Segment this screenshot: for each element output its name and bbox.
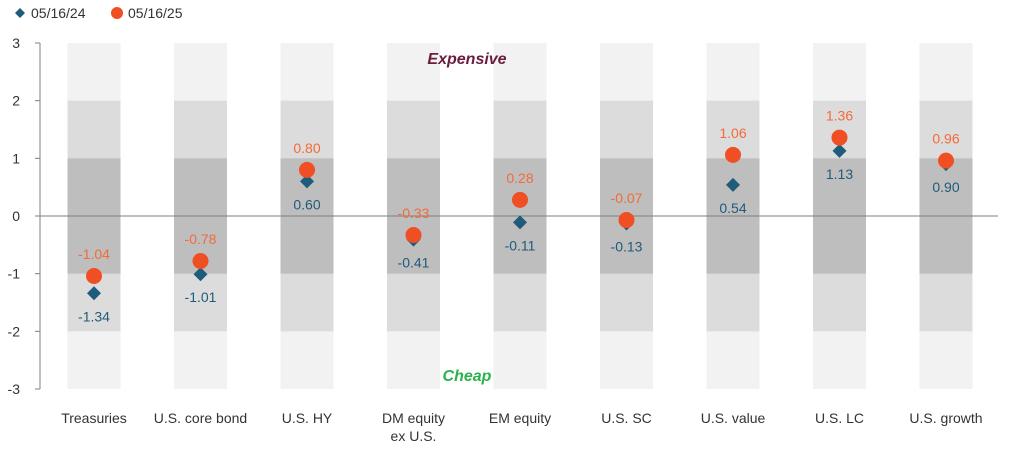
marker-2024 [87, 286, 101, 301]
data-label-2024: 1.13 [826, 166, 853, 182]
y-tick-label: 1 [12, 150, 20, 166]
y-tick-label: 3 [12, 35, 20, 51]
legend-label-2024: 05/16/24 [31, 5, 86, 21]
data-label-2024: 0.90 [932, 179, 959, 195]
marker-2024 [300, 174, 314, 189]
data-label-2024: 0.54 [719, 200, 746, 216]
x-category-label: U.S. HY [282, 410, 333, 426]
x-category-label: U.S. value [701, 410, 766, 426]
marker-2025 [192, 252, 209, 269]
data-label-2025: 1.06 [719, 125, 746, 141]
data-label-2025: -0.78 [185, 231, 217, 247]
x-category-label: U.S. LC [815, 410, 864, 426]
marker-2025 [618, 212, 635, 229]
data-label-2025: -1.04 [78, 246, 110, 262]
y-tick-label: 0 [12, 208, 20, 224]
data-label-2025: 0.28 [506, 170, 533, 186]
x-category-label: U.S. growth [909, 410, 982, 426]
data-label-2024: 0.60 [293, 196, 320, 212]
marker-2024 [832, 143, 847, 158]
y-tick-label: 2 [12, 93, 20, 109]
marker-2025 [405, 227, 422, 244]
marker-2024 [193, 267, 208, 282]
x-category-label: DM equity [382, 410, 445, 426]
legend-label-2025: 05/16/25 [128, 5, 183, 21]
marker-2024 [513, 215, 527, 230]
x-category-label: Treasuries [61, 410, 127, 426]
marker-2024 [726, 177, 740, 192]
y-tick-label: -1 [8, 266, 21, 282]
legend-marker-2024 [15, 8, 25, 18]
annotation-cheap: Cheap [443, 368, 492, 385]
data-label-2025: 1.36 [826, 108, 853, 124]
marker-2025 [938, 152, 954, 169]
data-label-2024: -1.34 [78, 308, 110, 324]
data-label-2024: -0.11 [505, 237, 536, 253]
y-tick-label: -2 [8, 323, 21, 339]
marker-2025 [831, 129, 848, 146]
data-label-2024: -0.41 [398, 255, 430, 271]
annotation-expensive: Expensive [427, 51, 506, 68]
data-label-2024: -0.13 [611, 238, 643, 254]
marker-2025 [86, 267, 102, 284]
x-category-label: EM equity [489, 410, 551, 426]
legend-marker-2025 [111, 7, 123, 19]
data-label-2025: -0.33 [398, 205, 430, 221]
marker-2025 [299, 161, 315, 178]
x-category-label: U.S. SC [601, 410, 652, 426]
y-tick-label: -3 [8, 381, 21, 397]
data-label-2025: 0.96 [932, 131, 959, 147]
data-label-2025: -0.07 [611, 190, 643, 206]
data-label-2025: 0.80 [293, 140, 320, 156]
data-label-2024: -1.01 [185, 289, 217, 305]
x-category-label: U.S. core bond [154, 410, 247, 426]
marker-2025 [512, 191, 528, 208]
marker-2025 [725, 146, 741, 163]
x-category-label: ex U.S. [391, 428, 437, 444]
